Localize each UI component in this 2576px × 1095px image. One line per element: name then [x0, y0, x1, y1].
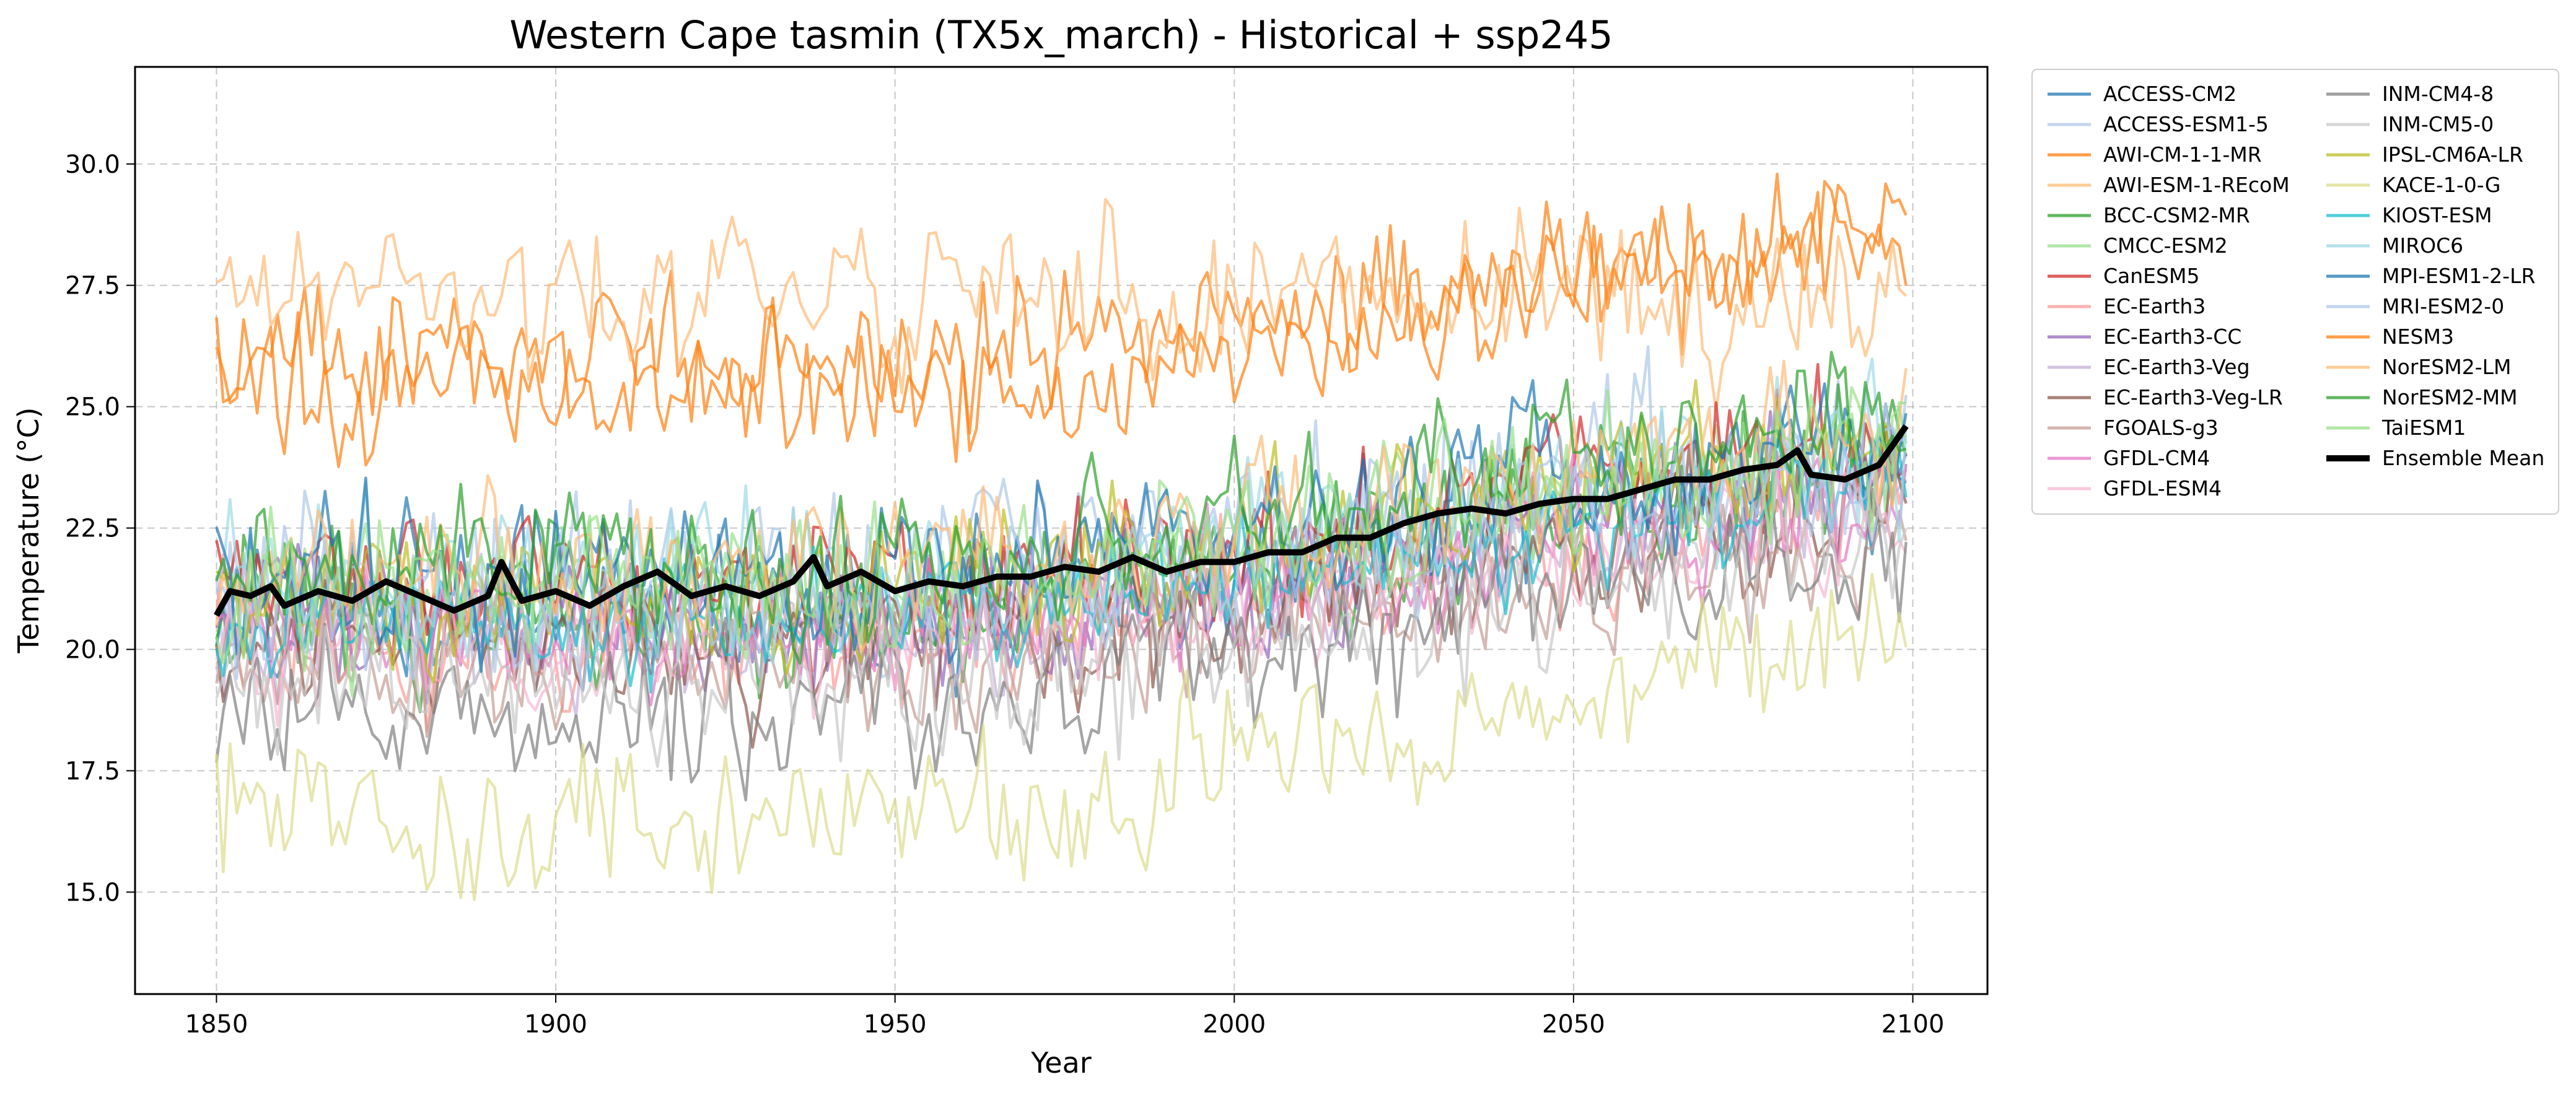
legend-label: AWI-CM-1-1-MR	[2103, 142, 2262, 167]
plot-frame	[134, 66, 1989, 995]
x-tick-label: 2100	[1882, 1010, 1945, 1039]
legend-label: CanESM5	[2103, 264, 2199, 288]
legend-label: KACE-1-0-G	[2382, 173, 2500, 197]
series-line-AWI-CM-1-1-MR	[215, 183, 1908, 435]
y-tick-label: 22.5	[65, 515, 120, 543]
legend-label: EC-Earth3-CC	[2103, 325, 2241, 349]
legend-label: MPI-ESM1-2-LR	[2382, 264, 2535, 288]
legend-label: MIROC6	[2382, 233, 2463, 258]
x-tick-label: 2050	[1542, 1010, 1605, 1039]
legend-label: KIOST-ESM	[2382, 203, 2492, 227]
legend-label: NESM3	[2382, 325, 2454, 349]
legend-label: INM-CM5-0	[2382, 112, 2494, 136]
chart-title: Western Cape tasmin (TX5x_march) - Histo…	[509, 12, 1613, 58]
y-tick-label: 20.0	[65, 636, 120, 665]
legend-label: EC-Earth3-Veg	[2103, 355, 2250, 379]
y-axis-label: Temperature (°C)	[12, 407, 45, 653]
y-axis-ticks: 15.0 17.5 20.0 22.5 25.0 27.5 30.0	[65, 151, 135, 907]
legend-label: GFDL-ESM4	[2103, 476, 2222, 500]
series-line-MRI-ESM2-0	[216, 425, 1907, 692]
legend-label: TaiESM1	[2381, 416, 2466, 440]
legend-label: Ensemble Mean	[2382, 446, 2544, 470]
y-tick-label: 17.5	[65, 757, 120, 785]
series-line-AWI-ESM-1-REcoM	[216, 198, 1908, 413]
series-line-KACE-1-0-G	[215, 572, 1908, 902]
legend-box	[2031, 69, 2559, 515]
legend-label: INM-CM4-8	[2382, 82, 2494, 106]
legend-label: FGOALS-g3	[2103, 416, 2219, 440]
series-lines	[215, 172, 1908, 902]
y-tick-label: 15.0	[65, 878, 120, 907]
x-axis-ticks: 1850 1900 1950 2000 2050 2100	[185, 994, 1945, 1039]
legend-label: MRI-ESM2-0	[2382, 294, 2504, 318]
legend-label: NorESM2-MM	[2382, 385, 2518, 409]
legend-label: ACCESS-CM2	[2103, 82, 2236, 106]
y-tick-label: 27.5	[65, 272, 120, 300]
series-line-INM-CM4-8	[215, 481, 1908, 802]
x-tick-label: 1850	[185, 1010, 248, 1039]
legend: ACCESS-CM2 ACCESS-ESM1-5 AWI-CM-1-1-MR AWI-…	[2031, 69, 2559, 515]
legend-label: ACCESS-ESM1-5	[2103, 112, 2269, 136]
series-line-IPSL-CM6A-LR	[215, 379, 1906, 684]
x-tick-label: 2000	[1203, 1010, 1266, 1039]
ensemble-mean-line	[214, 424, 1909, 617]
series-line-INM-CM5-0	[215, 429, 1908, 769]
legend-label: NorESM2-LM	[2382, 355, 2511, 379]
legend-label: CMCC-ESM2	[2103, 233, 2228, 258]
y-tick-label: 30.0	[65, 151, 120, 179]
legend-label: GFDL-CM4	[2103, 446, 2210, 470]
legend-label: EC-Earth3	[2103, 294, 2206, 318]
legend-label: EC-Earth3-Veg-LR	[2103, 385, 2283, 409]
series-line-NESM3	[215, 172, 1908, 468]
x-axis-label: Year	[1030, 1046, 1091, 1080]
ensemble-mean-layer	[214, 424, 1909, 617]
x-tick-label: 1900	[524, 1010, 587, 1039]
legend-label: IPSL-CM6A-LR	[2382, 142, 2523, 167]
y-tick-label: 25.0	[65, 393, 120, 422]
x-tick-label: 1950	[864, 1010, 927, 1039]
legend-label: BCC-CSM2-MR	[2103, 203, 2250, 227]
legend-label: AWI-ESM-1-REcoM	[2103, 173, 2290, 197]
